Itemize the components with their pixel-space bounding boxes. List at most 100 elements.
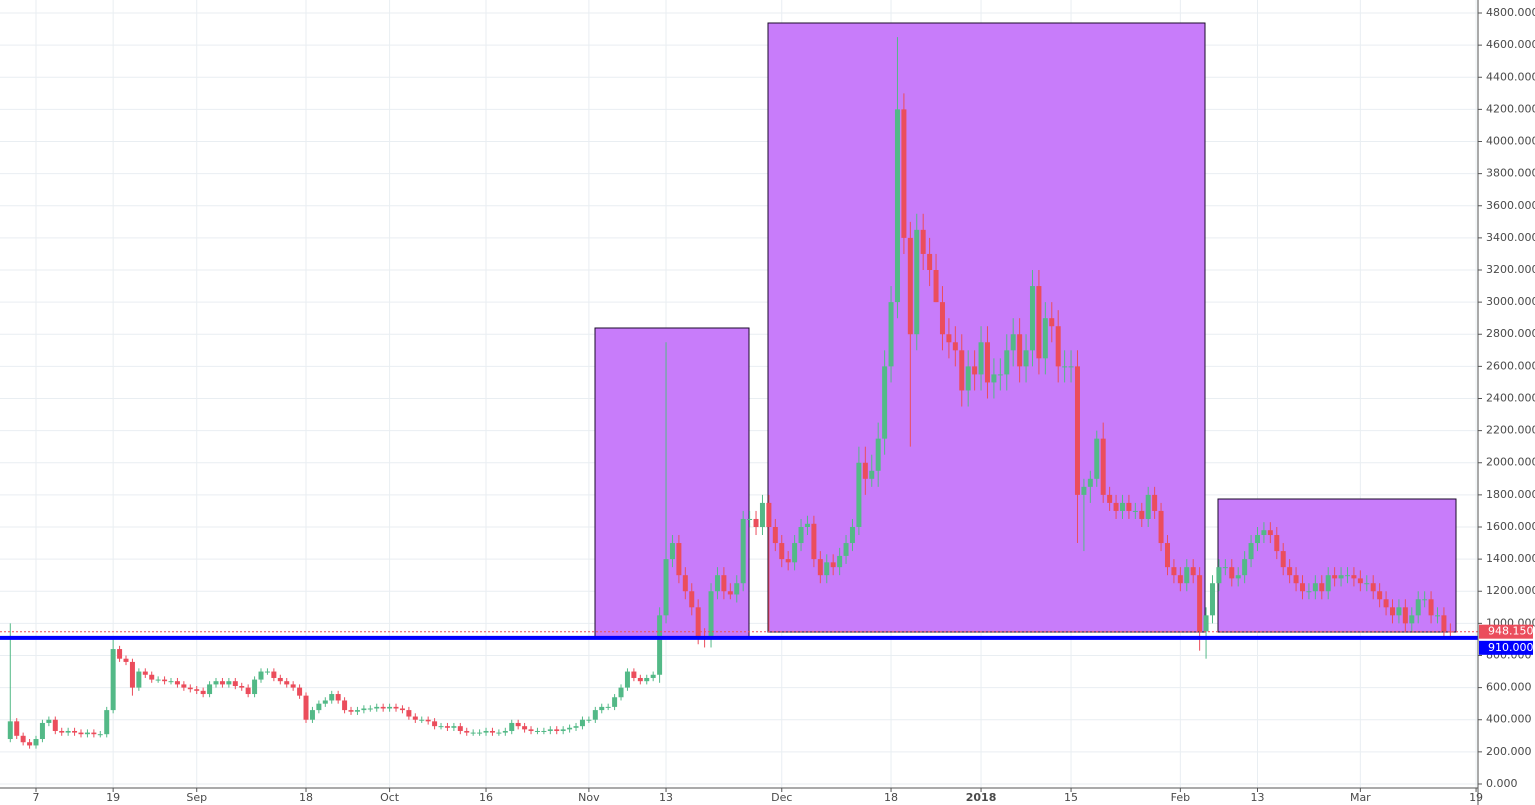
candle-body xyxy=(72,730,78,733)
candle-body xyxy=(1299,583,1305,592)
candle-body xyxy=(573,726,579,728)
candle-body xyxy=(592,710,598,720)
price-lines xyxy=(0,631,1478,640)
candle-body xyxy=(914,229,920,335)
candle-body xyxy=(245,687,251,695)
candle-body xyxy=(978,342,984,375)
candle-body xyxy=(1235,575,1241,579)
candle-body xyxy=(1351,575,1357,579)
candle-body xyxy=(232,681,238,687)
y-tick-label: 2000.000 xyxy=(1486,456,1535,469)
candle-body xyxy=(997,374,1003,376)
candle-body xyxy=(740,518,746,584)
candle-body xyxy=(1332,575,1338,579)
candle-body xyxy=(959,350,965,391)
y-tick-label: 4200.000 xyxy=(1486,102,1535,115)
candle-body xyxy=(477,732,483,734)
candle-body xyxy=(734,583,740,595)
candle-body xyxy=(1203,615,1209,632)
candles xyxy=(7,37,1453,749)
last-price-label: 948.150 xyxy=(1488,625,1534,638)
x-tick-label: 13 xyxy=(1250,791,1264,804)
y-tick-label: 4400.000 xyxy=(1486,70,1535,83)
y-tick-label: 400.000 xyxy=(1486,713,1532,726)
candle-body xyxy=(1319,583,1325,592)
candle-body xyxy=(181,684,187,688)
candle-body xyxy=(155,679,161,681)
candle-body xyxy=(618,687,624,698)
candle-body xyxy=(207,684,213,695)
candle-body xyxy=(882,366,888,439)
candle-body xyxy=(271,671,277,678)
candle-body xyxy=(33,739,39,746)
candle-body xyxy=(984,342,990,383)
y-tick-label: 3000.000 xyxy=(1486,295,1535,308)
candle-body xyxy=(1190,567,1196,576)
candle-body xyxy=(290,684,296,688)
candle-body xyxy=(20,735,26,743)
candle-body xyxy=(682,575,688,592)
x-tick-label: Oct xyxy=(380,791,400,804)
candle-body xyxy=(123,658,129,662)
candle-body xyxy=(470,732,476,734)
y-tick-label: 3800.000 xyxy=(1486,167,1535,180)
candle-body xyxy=(1396,607,1402,616)
candle-body xyxy=(856,462,862,527)
y-tick-label: 1400.000 xyxy=(1486,552,1535,565)
x-tick-label: 15 xyxy=(1064,791,1078,804)
candle-body xyxy=(1113,502,1119,511)
candle-body xyxy=(162,679,168,682)
y-tick-label: 4600.000 xyxy=(1486,38,1535,51)
candle-body xyxy=(1017,334,1023,367)
candle-body xyxy=(1344,575,1350,577)
candle-body xyxy=(907,237,913,335)
candle-body xyxy=(1254,535,1260,544)
candle-body xyxy=(1119,502,1125,511)
candle-body xyxy=(1049,318,1055,327)
candle-body xyxy=(14,721,20,736)
candle-body xyxy=(766,502,772,527)
y-tick-label: 3600.000 xyxy=(1486,199,1535,212)
candle-body xyxy=(303,695,309,720)
candle-body xyxy=(1145,494,1151,519)
candle-body xyxy=(297,687,303,696)
candle-body xyxy=(946,334,952,343)
x-tick-label: Nov xyxy=(578,791,600,804)
support-label: 910.000 xyxy=(1488,641,1534,654)
x-tick-label: 18 xyxy=(299,791,313,804)
candle-body xyxy=(1023,350,1029,367)
candle-body xyxy=(239,686,245,688)
candle-body xyxy=(676,543,682,576)
candle-body xyxy=(753,518,759,527)
candle-body xyxy=(817,559,823,576)
candle-body xyxy=(1402,607,1408,624)
candle-body xyxy=(129,661,135,688)
candle-body xyxy=(316,703,322,711)
y-tick-label: 1600.000 xyxy=(1486,520,1535,533)
candle-body xyxy=(335,694,341,701)
support-badge xyxy=(1479,640,1533,655)
candle-body xyxy=(1100,438,1106,495)
candle-body xyxy=(547,729,553,731)
candle-body xyxy=(1383,599,1389,608)
candle-body xyxy=(1004,350,1010,375)
candle-body xyxy=(1389,607,1395,616)
candle-body xyxy=(830,562,836,568)
candle-body xyxy=(194,689,200,691)
x-tick-label: 16 xyxy=(479,791,493,804)
candle-body xyxy=(560,729,566,731)
candle-body xyxy=(168,681,174,683)
candle-body xyxy=(509,722,515,731)
candle-body xyxy=(367,708,373,710)
y-tick-label: 200.000 xyxy=(1486,745,1532,758)
candle-body xyxy=(91,732,97,735)
candle-body xyxy=(1132,510,1138,512)
x-tick-label: 13 xyxy=(659,791,673,804)
candle-body xyxy=(1107,494,1113,503)
y-tick-label: 0.000 xyxy=(1486,777,1518,790)
candle-body xyxy=(1074,366,1080,495)
candle-body xyxy=(187,687,193,690)
candle-body xyxy=(933,270,939,303)
candle-body xyxy=(991,374,997,383)
